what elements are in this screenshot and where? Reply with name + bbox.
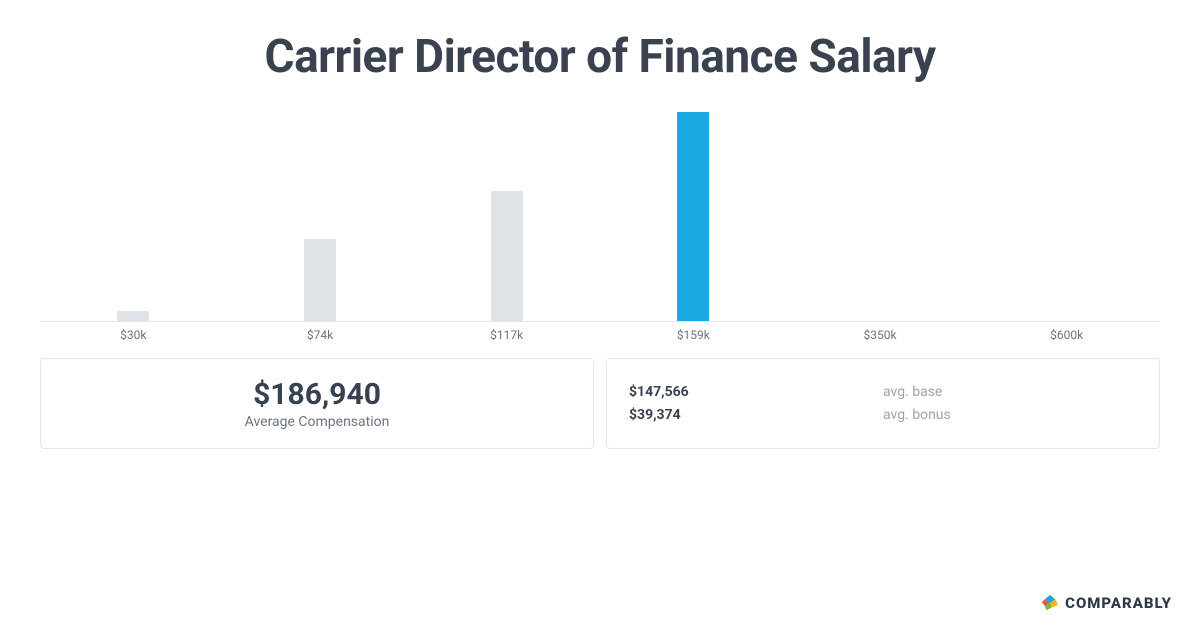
bar [304, 239, 336, 321]
x-label: $159k [600, 328, 787, 342]
page-title: Carrier Director of Finance Salary [40, 30, 1160, 84]
bar-slot-1 [227, 112, 414, 321]
avg-base-value: $147,566 [629, 381, 883, 403]
bar-slot-5 [973, 112, 1160, 321]
bar [491, 191, 523, 321]
comparably-icon [1041, 594, 1059, 612]
avg-bonus-label: avg. bonus [883, 404, 1137, 426]
x-label: $117k [413, 328, 600, 342]
salary-distribution-chart: $30k$74k$117k$159k$350k$600k [40, 112, 1160, 342]
salary-card: Carrier Director of Finance Salary $30k$… [0, 0, 1200, 630]
bar-highlighted [677, 112, 709, 321]
chart-x-labels: $30k$74k$117k$159k$350k$600k [40, 328, 1160, 342]
avg-base-label: avg. base [883, 381, 1137, 403]
breakdown-labels: avg. base avg. bonus [883, 377, 1137, 430]
brand-name: COMPARABLY [1065, 594, 1172, 612]
avg-compensation-value: $186,940 [63, 377, 571, 412]
bar-slot-2 [413, 112, 600, 321]
avg-compensation-card: $186,940 Average Compensation [40, 358, 594, 449]
avg-compensation-caption: Average Compensation [63, 414, 571, 430]
brand-logo: COMPARABLY [1041, 594, 1172, 612]
breakdown-card: $147,566 $39,374 avg. base avg. bonus [606, 358, 1160, 449]
summary-row: $186,940 Average Compensation $147,566 $… [40, 358, 1160, 449]
bar-slot-3 [600, 112, 787, 321]
avg-bonus-value: $39,374 [629, 404, 883, 426]
x-label: $600k [973, 328, 1160, 342]
bar-slot-4 [787, 112, 974, 321]
chart-bars [40, 112, 1160, 322]
breakdown-values: $147,566 $39,374 [629, 377, 883, 430]
x-label: $74k [227, 328, 414, 342]
bar [117, 311, 149, 321]
x-label: $350k [787, 328, 974, 342]
x-label: $30k [40, 328, 227, 342]
bar-slot-0 [40, 112, 227, 321]
